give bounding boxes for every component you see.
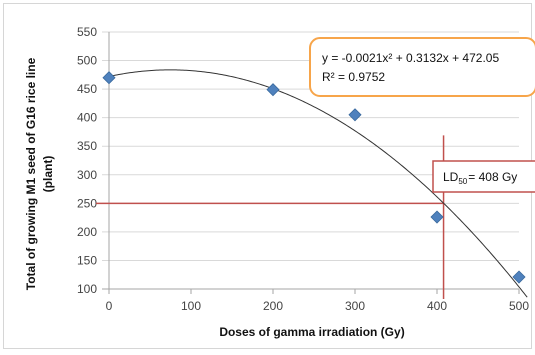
data-point [103,72,115,84]
y-tick-label: 150 [77,253,97,267]
x-tick-label: 100 [181,299,201,313]
x-tick-label: 0 [106,299,113,313]
x-tick-label: 500 [509,299,529,313]
equation-box: y = -0.0021x² + 0.3132x + 472.05 R² = 0.… [310,38,535,96]
y-tick-label: 350 [77,139,97,153]
chart-svg: 100 150 200 250 300 350 400 450 500 550 0 100 200 30… [4,4,535,355]
y-tick-label: 500 [77,54,97,68]
y-tick-label: 450 [77,82,97,96]
y-tick-label: 300 [77,168,97,182]
y-tick-label: 400 [77,111,97,125]
data-point [349,109,361,121]
x-tick-label: 200 [263,299,283,313]
chart-frame: 100 150 200 250 300 350 400 450 500 550 0 100 200 30… [3,3,532,349]
equation-text: y = -0.0021x² + 0.3132x + 472.05 [322,51,499,65]
y-tick-label: 550 [77,25,97,39]
data-point [267,84,279,96]
x-axis-ticks: 0 100 200 300 400 500 [106,289,530,313]
y-tick-label: 200 [77,225,97,239]
reference-lines [96,135,444,299]
y-axis-title: Total of growing M1 seed of G16 rice lin… [24,57,38,290]
ld50-label: LD50= 408 Gy [443,170,517,186]
y-axis-ticks: 100 150 200 250 300 350 400 450 500 550 [77,25,97,296]
x-tick-label: 400 [427,299,447,313]
data-point [431,211,443,223]
y-tick-label: 100 [77,282,97,296]
x-tick-label: 300 [345,299,365,313]
x-axis-title: Doses of gamma irradiation (Gy) [219,325,404,339]
ld50-box: LD50= 408 Gy [433,161,535,192]
y-axis-title-unit: (plant) [41,156,55,193]
r-squared-text: R² = 0.9752 [322,70,385,84]
y-tick-label: 250 [77,196,97,210]
